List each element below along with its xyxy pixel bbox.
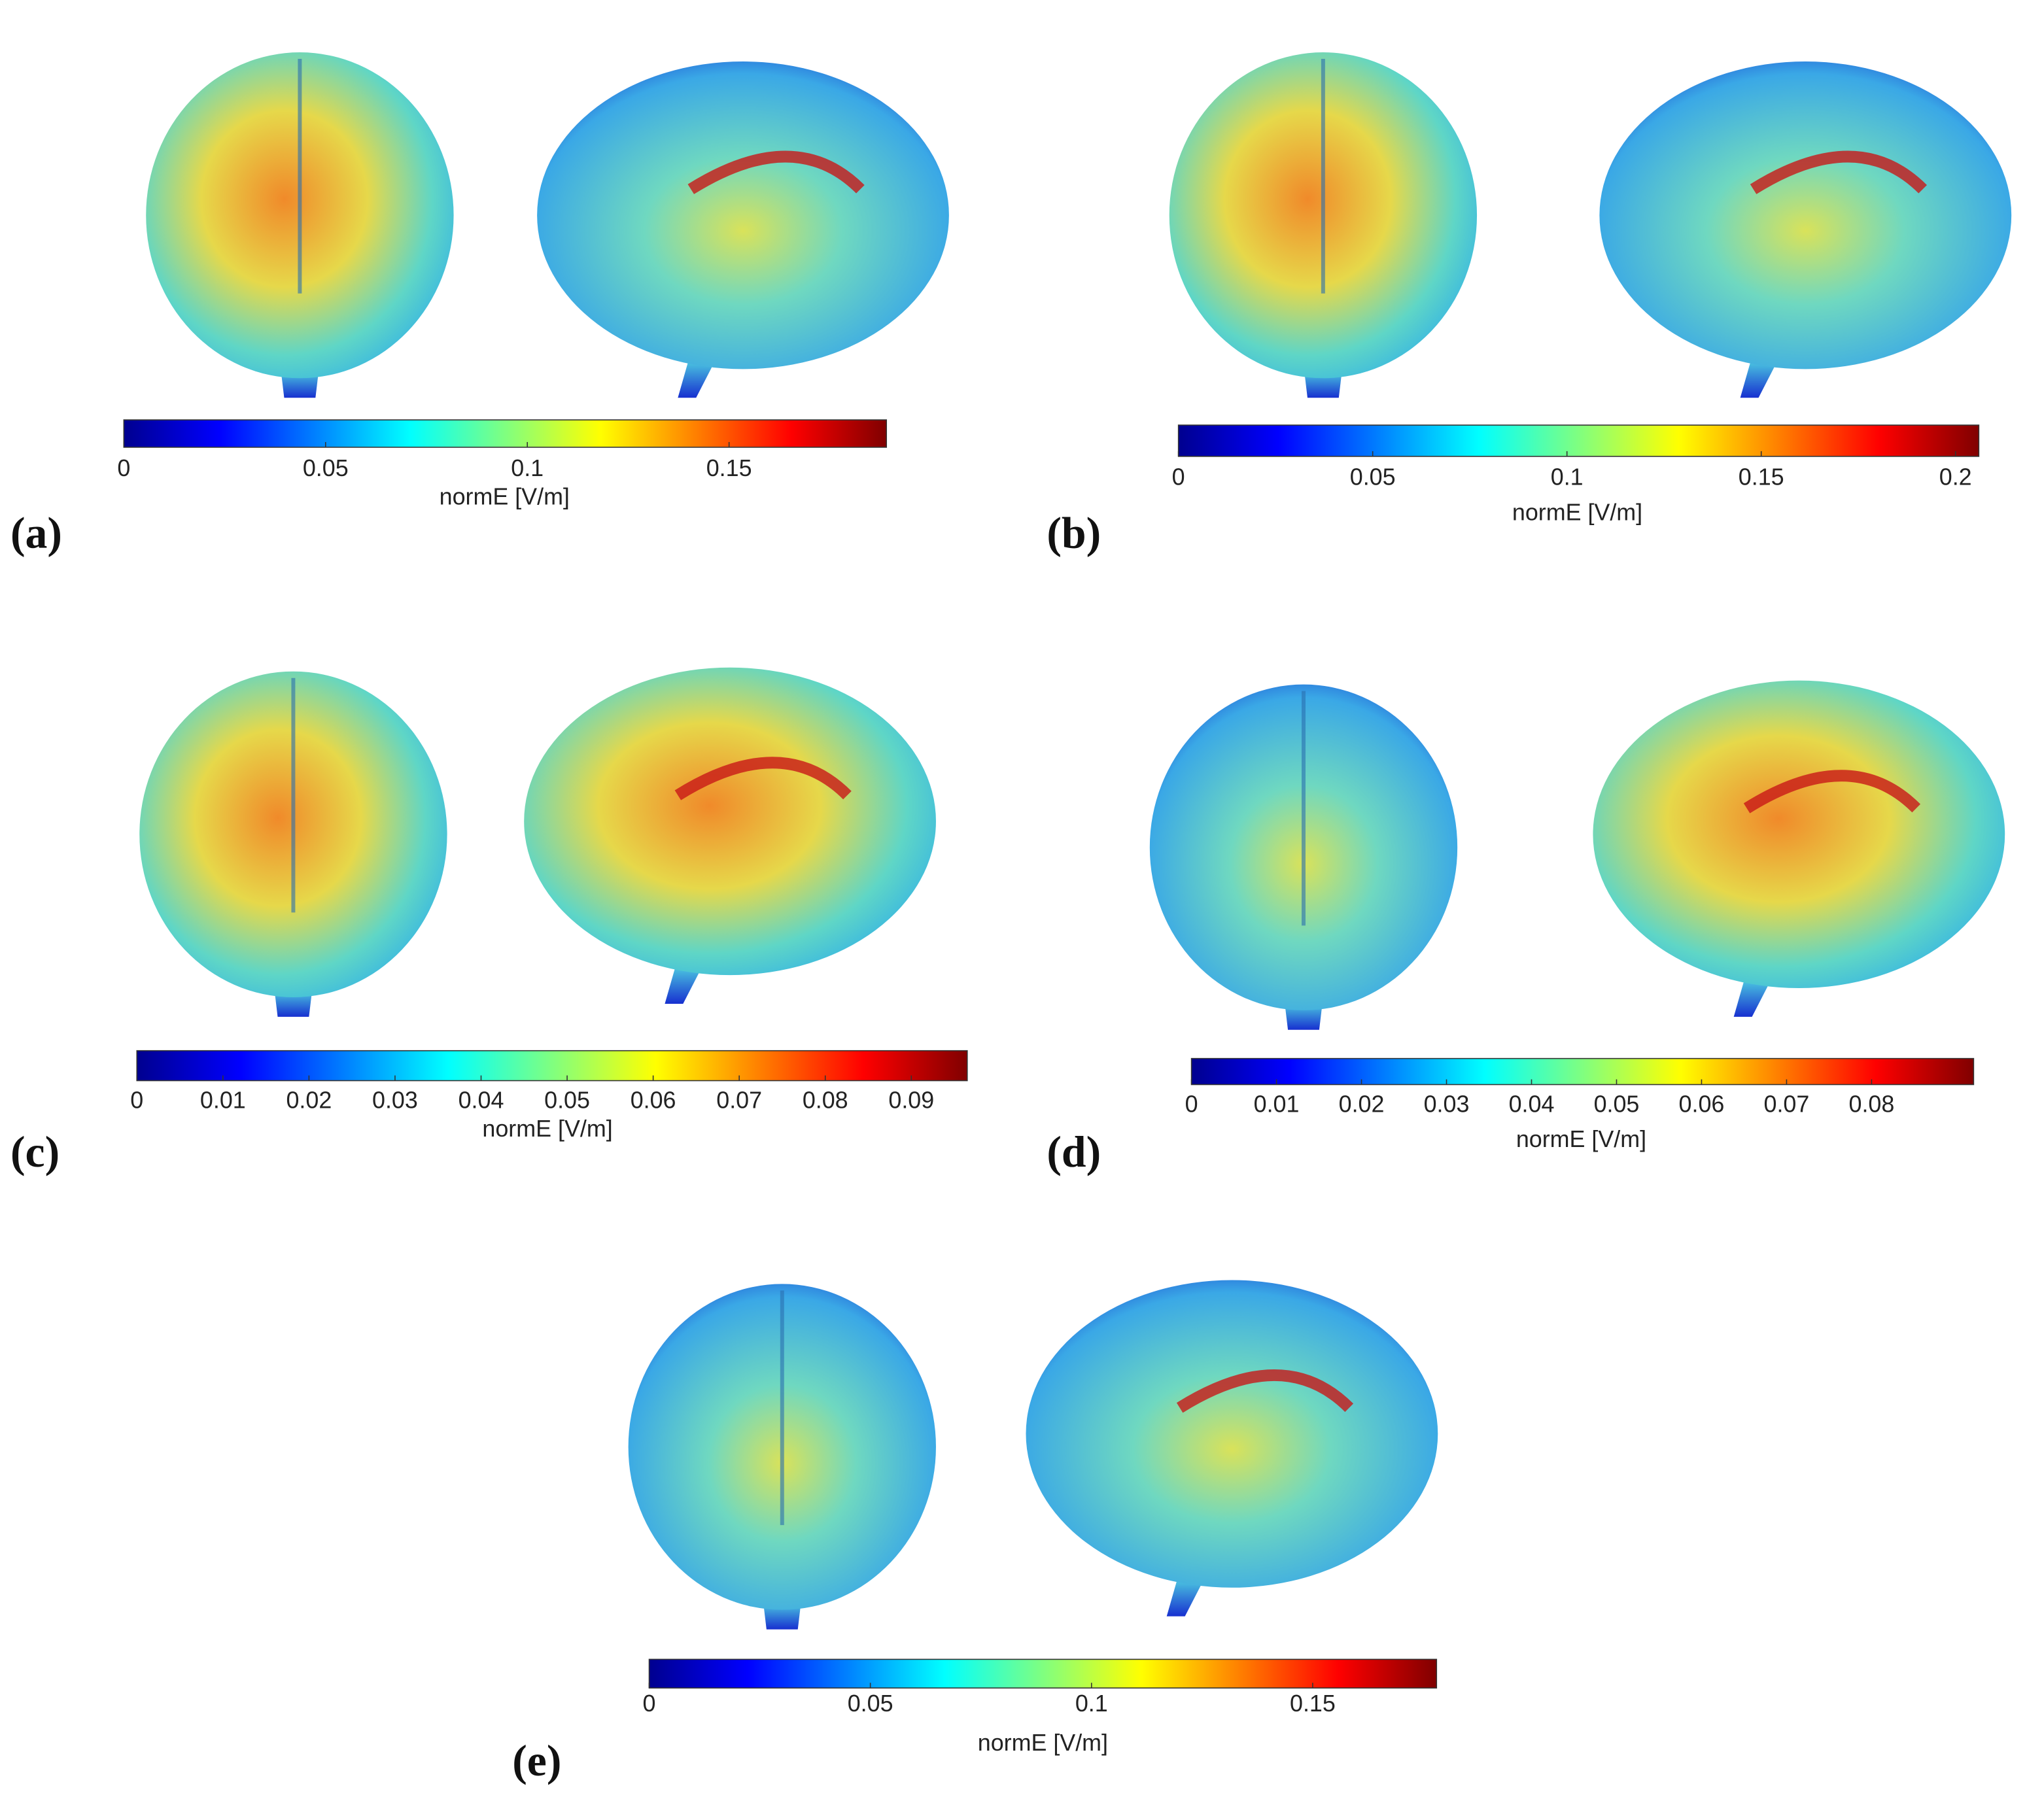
tick-label: 0.08 <box>1849 1091 1895 1117</box>
tick-label: 0.07 <box>716 1087 762 1113</box>
corpus-callosum <box>1743 770 1921 814</box>
tick-label: 0 <box>1172 464 1185 490</box>
colorbar <box>1177 424 1980 457</box>
tick-label: 0.15 <box>1739 464 1784 490</box>
tick-label: 0.01 <box>200 1087 246 1113</box>
tick-label: 0.2 <box>1939 464 1972 490</box>
colorbar <box>136 1050 968 1082</box>
panel-label: (d) <box>1047 1127 1101 1176</box>
corpus-callosum <box>1176 1369 1354 1413</box>
tick-label: 0.07 <box>1764 1091 1810 1117</box>
tick-label: 0.1 <box>1551 464 1584 490</box>
tick-label: 0.05 <box>1350 464 1396 490</box>
tick-label: 0.08 <box>803 1087 848 1113</box>
tick-label: 0 <box>130 1087 143 1113</box>
tick-label: 0.03 <box>372 1087 418 1113</box>
tick-label: 0.05 <box>1594 1091 1640 1117</box>
tick-label: 0.03 <box>1424 1091 1470 1117</box>
panel-label: (a) <box>10 508 62 557</box>
tick-label: 0.06 <box>1679 1091 1725 1117</box>
tick-label: 0 <box>1185 1091 1198 1117</box>
colorbar-label: normE [V/m] <box>1516 1126 1646 1152</box>
corpus-callosum <box>687 150 865 194</box>
brain-sagittal <box>524 667 936 976</box>
colorbar <box>123 419 888 448</box>
tick-label: 0.04 <box>459 1087 504 1113</box>
colorbar-label: normE [V/m] <box>440 484 570 510</box>
corpus-callosum <box>1750 150 1927 194</box>
panel-label: (c) <box>10 1127 60 1176</box>
tick-label: 0.02 <box>1339 1091 1385 1117</box>
brain-sagittal <box>1026 1280 1438 1588</box>
tick-label: 0.09 <box>888 1087 934 1113</box>
tick-label: 0.15 <box>706 455 752 481</box>
tick-label: 0.02 <box>286 1087 332 1113</box>
panel-label: (b) <box>1047 508 1101 557</box>
tick-label: 0.05 <box>303 455 349 481</box>
tick-label: 0.05 <box>544 1087 590 1113</box>
colorbar <box>1190 1057 1975 1086</box>
tick-label: 0.15 <box>1290 1690 1336 1717</box>
tick-label: 0 <box>117 455 130 481</box>
brain-sagittal <box>1599 61 2012 369</box>
tick-label: 0.1 <box>1075 1690 1108 1717</box>
panel-label: (e) <box>512 1736 561 1785</box>
tick-label: 0.1 <box>511 455 544 481</box>
tick-label: 0 <box>643 1690 656 1717</box>
colorbar-label: normE [V/m] <box>482 1116 612 1142</box>
tick-label: 0.01 <box>1254 1091 1300 1117</box>
colorbar-label: normE [V/m] <box>1512 500 1642 526</box>
tick-label: 0.06 <box>631 1087 676 1113</box>
tick-label: 0.04 <box>1509 1091 1555 1117</box>
colorbar-label: normE [V/m] <box>978 1730 1108 1756</box>
brain-sagittal <box>537 61 949 369</box>
corpus-callosum <box>674 757 852 800</box>
colorbar <box>648 1658 1438 1689</box>
brain-sagittal <box>1593 680 2005 989</box>
tick-label: 0.05 <box>848 1690 893 1717</box>
